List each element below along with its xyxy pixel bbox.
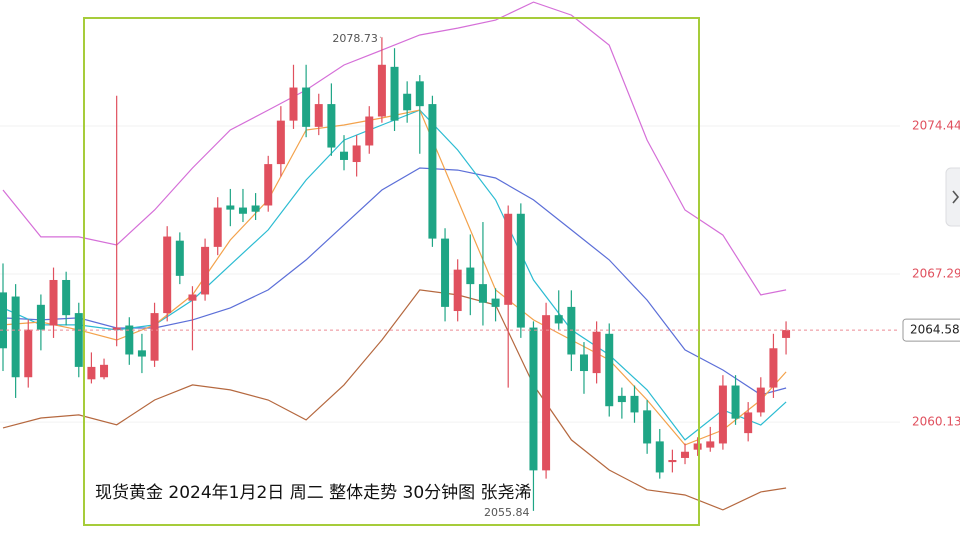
indicator-line [2,109,787,441]
indicator-line [2,289,787,511]
candle-body [491,298,500,307]
candle-body [302,87,311,127]
candle-body [213,207,222,247]
candle-body [617,395,626,403]
candle-body [0,292,7,349]
candle-body [74,313,83,367]
candle-body [175,240,184,276]
candle-body [554,315,563,324]
candle-body [289,87,298,121]
candle-body [769,348,778,388]
candle-body [718,385,727,444]
candle-body [516,213,525,328]
candle-body [390,66,399,121]
candle-body [87,366,96,380]
candle-body [137,350,146,357]
candle-body [163,236,172,314]
chart-title: 现货黄金 2024年1月2日 周二 整体走势 30分钟图 张尧浠 [95,483,532,503]
candle-body [542,315,551,471]
scroll-arrow[interactable] [952,190,960,204]
candle-body [11,296,20,378]
candle-body [668,460,677,463]
candle-body [62,279,71,316]
candle-body [377,64,386,117]
candle-body [567,306,576,355]
candle-body [264,164,273,206]
candle-body [100,364,109,378]
candle-body [630,395,639,413]
candle-body [238,207,247,214]
candle-body [49,279,58,326]
candle-body [188,294,197,301]
candle-body [605,333,614,407]
candle-body [579,354,588,372]
candle-body [340,151,349,160]
candle-body [592,331,601,374]
candle-body [681,451,690,458]
candle-body [251,205,260,212]
last-price-label: 2064.58 [910,323,960,337]
candle-body [365,116,374,146]
candle-body [706,441,715,448]
candle-body [112,327,121,330]
candle-body [125,325,134,355]
candle-body [24,329,33,378]
indicator-lines [2,1,787,511]
candle-body [150,313,159,361]
min-label: 2055.84 [484,506,530,519]
candle-body [643,410,652,444]
scroll-button-bg[interactable] [945,167,960,227]
indicator-line [2,109,787,446]
candle-body [693,443,702,450]
candle-body [744,412,753,434]
candle-body [466,267,475,285]
y-tick-label: 2074.44 [912,119,960,133]
candle-body [201,246,210,295]
candle-body [655,441,664,473]
candle-body [504,213,513,305]
candle-body [352,145,361,163]
candle-body [327,104,336,148]
scroll-button[interactable] [945,167,960,227]
candle-body [428,104,437,239]
candle-body [276,120,285,165]
grid [0,125,900,423]
candle-body [226,205,235,210]
max-label: 2078.73 [332,32,378,45]
candle-body [36,304,45,330]
candle-body [782,330,791,338]
candle-body [756,387,765,413]
candle-body [314,104,323,127]
candles [0,37,791,511]
candle-body [529,327,538,471]
candle-body [478,284,487,303]
last-price-tag [902,318,960,342]
labels: 2074.44 2067.29 2060.13 2064.58 2078.73 2055.… [0,32,960,519]
y-tick-label: 2067.29 [912,266,960,280]
indicator-line [2,1,787,296]
indicator-line [2,167,787,396]
candle-body [453,269,462,312]
highlight-box [83,17,700,526]
candle-body [415,81,424,107]
y-tick-label: 2060.13 [912,415,960,429]
candle-body [731,385,740,419]
candle-body [441,238,450,307]
candle-body [403,93,412,111]
